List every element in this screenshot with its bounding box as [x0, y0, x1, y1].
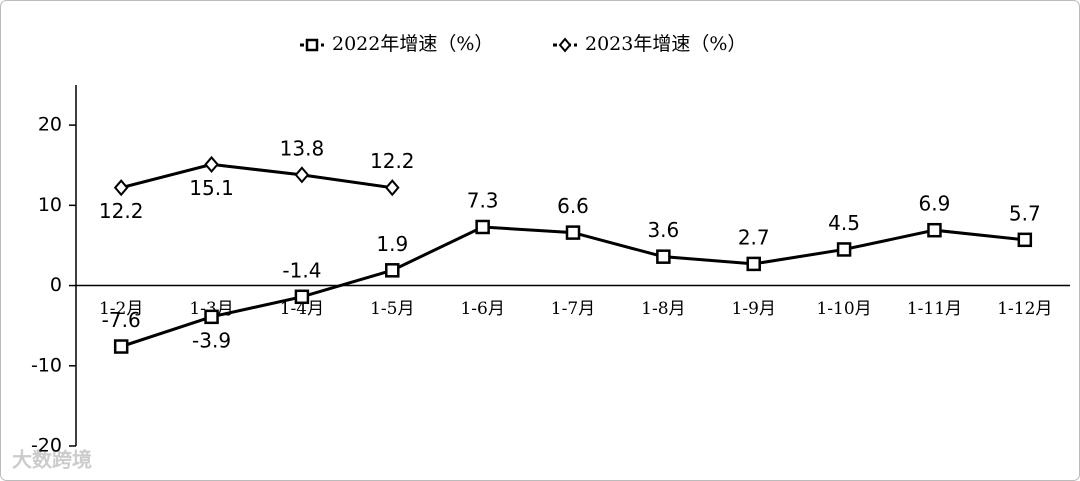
x-tick-label: 1-5月	[370, 299, 414, 319]
marker	[746, 256, 761, 272]
y-tick-label: -10	[31, 354, 62, 376]
data-label: 13.8	[280, 136, 325, 160]
watermark: 大数跨境	[12, 448, 92, 472]
marker	[384, 179, 400, 197]
marker	[294, 289, 310, 305]
y-tick-label: 0	[50, 274, 62, 296]
data-label: -7.6	[102, 308, 141, 332]
data-label: 5.7	[1009, 201, 1041, 225]
marker	[294, 166, 310, 184]
marker	[204, 309, 219, 325]
x-tick-label: 1-10月	[816, 299, 871, 319]
marker	[113, 179, 129, 197]
x-tick-label: 1-9月	[732, 299, 776, 319]
data-label: 12.2	[99, 199, 144, 223]
data-label: -1.4	[282, 258, 321, 282]
marker	[565, 225, 581, 240]
legend-label: 2022年增速（%）	[332, 33, 493, 55]
marker	[385, 263, 400, 278]
legend-marker	[305, 38, 319, 52]
data-label: -3.9	[192, 328, 231, 352]
data-label: 4.5	[828, 211, 860, 235]
x-tick-label: 1-6月	[460, 299, 504, 319]
x-tick-label: 1-4月	[280, 299, 324, 319]
data-label: 15.1	[189, 176, 234, 200]
data-label: 3.6	[647, 218, 679, 242]
marker	[113, 339, 129, 354]
x-tick-label: 1-7月	[551, 299, 595, 319]
legend-label: 2023年增速（%）	[585, 33, 746, 55]
data-label: 12.2	[370, 149, 415, 173]
marker	[927, 222, 942, 238]
marker	[656, 249, 671, 264]
data-label: 6.6	[557, 194, 589, 218]
x-tick-label: 1-2月	[99, 299, 143, 319]
x-tick-label: 1-11月	[907, 299, 962, 319]
series-line	[120, 162, 393, 190]
marker	[204, 155, 219, 173]
y-tick-label: -20	[31, 435, 62, 457]
marker	[836, 242, 852, 257]
y-tick-label: 10	[38, 194, 62, 216]
data-label: 1.9	[376, 232, 408, 256]
marker	[1017, 232, 1033, 248]
marker	[475, 219, 490, 235]
y-tick-label: 20	[38, 114, 62, 136]
data-label: 7.3	[467, 188, 499, 212]
x-tick-label: 1-12月	[997, 299, 1052, 319]
x-tick-label: 1-8月	[641, 299, 685, 319]
data-label: 2.7	[738, 225, 770, 249]
legend-marker	[558, 37, 572, 53]
data-label: 6.9	[919, 192, 951, 216]
